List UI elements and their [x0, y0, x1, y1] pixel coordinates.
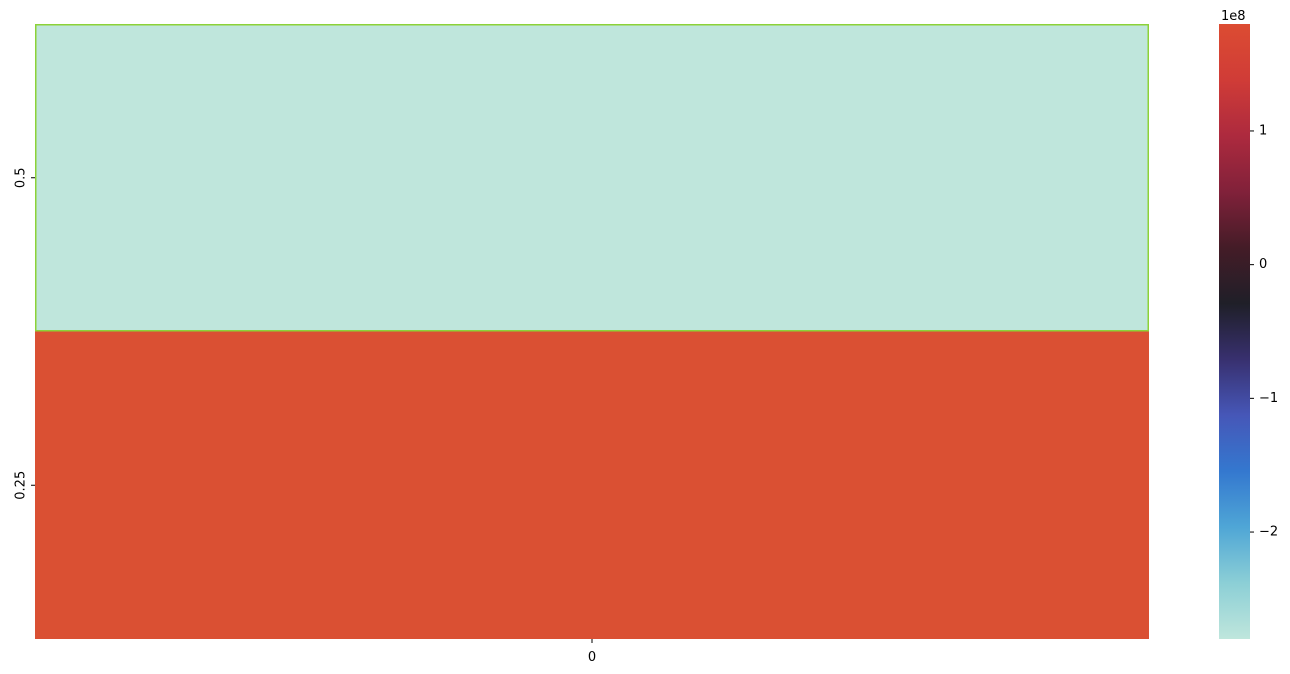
- x-tick-label: 0: [588, 650, 596, 665]
- heatmap-cell: [35, 24, 1149, 332]
- colorbar-tick-label: −1: [1259, 391, 1278, 406]
- colorbar-tick-label: 0: [1259, 257, 1267, 272]
- y-tick-label: 0.5: [14, 167, 29, 188]
- heatmap-cells: [35, 24, 1149, 639]
- cell-highlight-border: [35, 24, 1149, 332]
- heatmap-cell: [35, 331, 1149, 639]
- y-axis: 0.5 0.25: [14, 167, 35, 500]
- colorbar-offset-label: 1e8: [1221, 9, 1246, 24]
- colorbar-gradient: [1219, 24, 1250, 639]
- colorbar-tick-label: 1: [1259, 123, 1267, 138]
- colorbar-tick-label: −2: [1259, 525, 1278, 540]
- colorbar: 1 0 −1 −2 1e8: [1219, 9, 1278, 639]
- x-axis: 0: [588, 639, 596, 665]
- y-tick-label: 0.25: [14, 471, 29, 500]
